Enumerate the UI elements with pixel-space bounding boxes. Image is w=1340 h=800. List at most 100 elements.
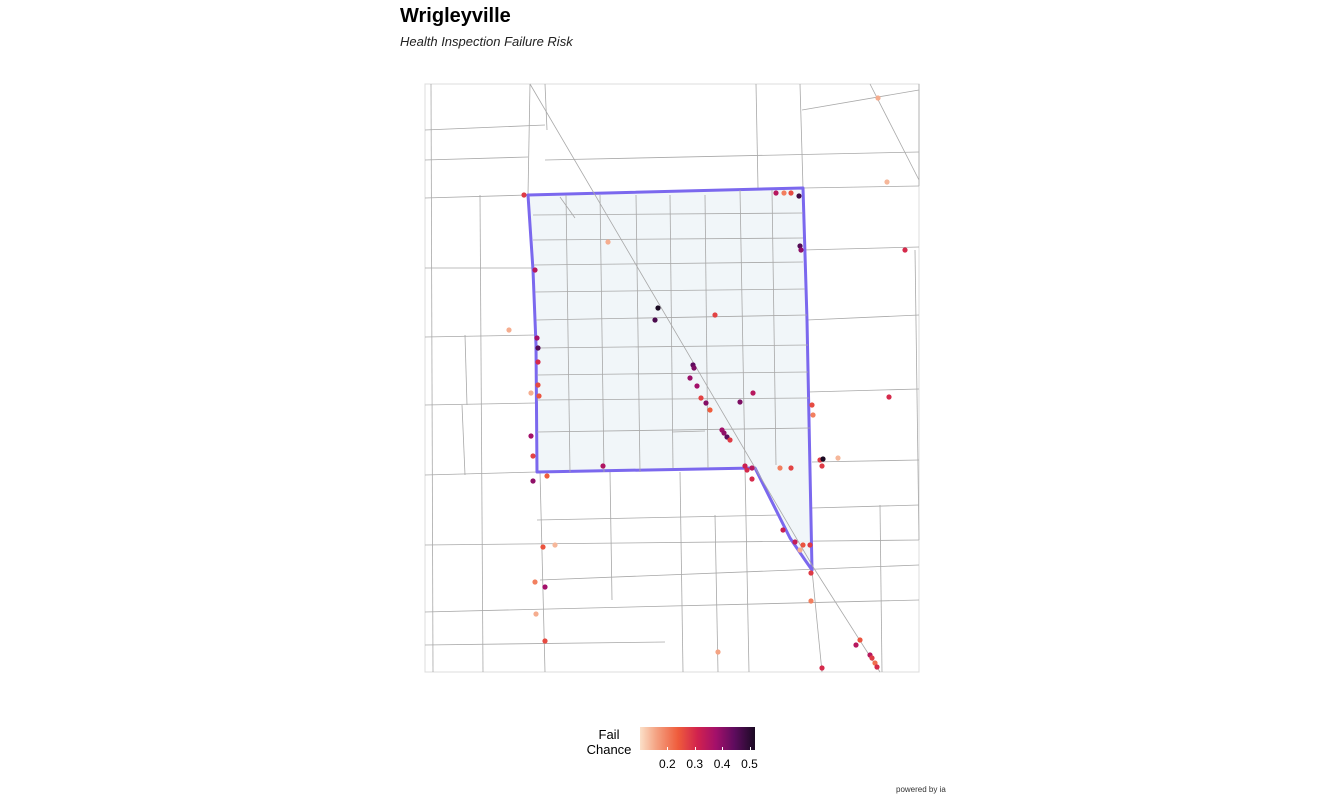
inspection-point xyxy=(552,542,558,548)
street-line xyxy=(544,151,920,161)
street-line xyxy=(461,404,466,476)
street-line xyxy=(532,212,804,216)
street-line xyxy=(914,249,920,541)
street-line xyxy=(599,194,605,473)
inspection-point xyxy=(780,527,786,533)
legend-tick-mark xyxy=(722,747,724,750)
legend-tick-label: 0.3 xyxy=(686,757,704,771)
inspection-point xyxy=(536,393,542,399)
inspection-point xyxy=(797,547,803,553)
street-line xyxy=(679,471,684,673)
legend-colorbar xyxy=(640,727,755,750)
inspection-point xyxy=(737,399,743,405)
inspection-point xyxy=(798,247,804,253)
street-line xyxy=(744,467,750,673)
legend-tick-mark xyxy=(749,747,751,750)
inspection-point xyxy=(835,455,841,461)
street-line xyxy=(479,194,484,673)
street-line xyxy=(424,471,538,476)
legend-tick-mark xyxy=(667,747,669,750)
inspection-point xyxy=(506,327,512,333)
street-line xyxy=(635,194,641,473)
inspection-point xyxy=(712,312,718,318)
street-line xyxy=(533,261,804,266)
inspection-point xyxy=(694,383,700,389)
inspection-point xyxy=(749,465,755,471)
map-title: Wrigleyville xyxy=(400,5,511,27)
inspection-point xyxy=(535,359,541,365)
inspection-point xyxy=(540,544,546,550)
inspection-point xyxy=(797,243,803,249)
street-line xyxy=(536,371,809,376)
street-line xyxy=(424,599,920,613)
street-line xyxy=(755,83,759,189)
legend-title-line1: Fail xyxy=(598,727,620,742)
inspection-point xyxy=(886,394,892,400)
map-subtitle: Health Inspection Failure Risk xyxy=(400,34,573,49)
inspection-point xyxy=(530,478,536,484)
inspection-point xyxy=(532,579,538,585)
legend-tick-label: 0.4 xyxy=(713,757,731,771)
inspection-point xyxy=(698,395,704,401)
inspection-point xyxy=(796,193,802,199)
inspection-point xyxy=(528,433,534,439)
inspection-point xyxy=(875,95,881,101)
inspection-point xyxy=(749,476,755,482)
street-line xyxy=(424,194,529,199)
street-line xyxy=(799,83,804,189)
inspection-point xyxy=(874,664,880,670)
inspection-point xyxy=(742,463,748,469)
inspection-point xyxy=(715,649,721,655)
inspection-point xyxy=(788,190,794,196)
inspection-point xyxy=(869,655,875,661)
street-line xyxy=(534,288,806,293)
street-line xyxy=(671,430,706,433)
inspection-point xyxy=(535,345,541,351)
inspection-point xyxy=(532,267,538,273)
street-line xyxy=(424,124,546,131)
street-line xyxy=(811,459,920,463)
street-line xyxy=(544,83,548,131)
inspection-point xyxy=(544,473,550,479)
inspection-point xyxy=(721,430,727,436)
inspection-point xyxy=(788,465,794,471)
street-line xyxy=(424,402,537,406)
street-line xyxy=(536,427,811,433)
inspection-points xyxy=(506,95,908,671)
street-line xyxy=(536,514,781,521)
street-line xyxy=(559,196,576,219)
inspection-point xyxy=(808,570,814,576)
street-line xyxy=(806,314,920,321)
inspection-point xyxy=(808,598,814,604)
inspection-point xyxy=(750,390,756,396)
street-line xyxy=(539,564,920,581)
boundary-streets xyxy=(529,83,881,673)
street-line xyxy=(565,194,571,473)
inspection-point xyxy=(820,456,826,462)
street-line xyxy=(536,344,809,349)
inspection-point xyxy=(691,365,697,371)
neighborhood-boundary xyxy=(526,186,814,572)
inspection-point xyxy=(819,463,825,469)
inspection-point xyxy=(884,179,890,185)
street-line xyxy=(529,83,816,571)
inspection-point xyxy=(792,539,798,545)
inspection-point xyxy=(744,467,750,473)
street-line xyxy=(704,194,709,469)
inspection-point xyxy=(703,400,709,406)
inspection-point xyxy=(902,247,908,253)
inspection-point xyxy=(535,382,541,388)
inspection-point xyxy=(600,463,606,469)
inspection-point xyxy=(530,453,536,459)
inspection-point xyxy=(605,239,611,245)
legend-tick-label: 0.2 xyxy=(659,757,676,771)
credit-text: powered by ia xyxy=(896,785,946,794)
street-line xyxy=(739,189,746,469)
inspection-point xyxy=(872,660,878,666)
street-line xyxy=(811,504,920,509)
legend-tick-label: 0.5 xyxy=(741,757,758,771)
street-line xyxy=(464,334,468,406)
inspection-point xyxy=(781,190,787,196)
legend-title-line2: Chance xyxy=(586,742,632,757)
inspection-point xyxy=(542,584,548,590)
